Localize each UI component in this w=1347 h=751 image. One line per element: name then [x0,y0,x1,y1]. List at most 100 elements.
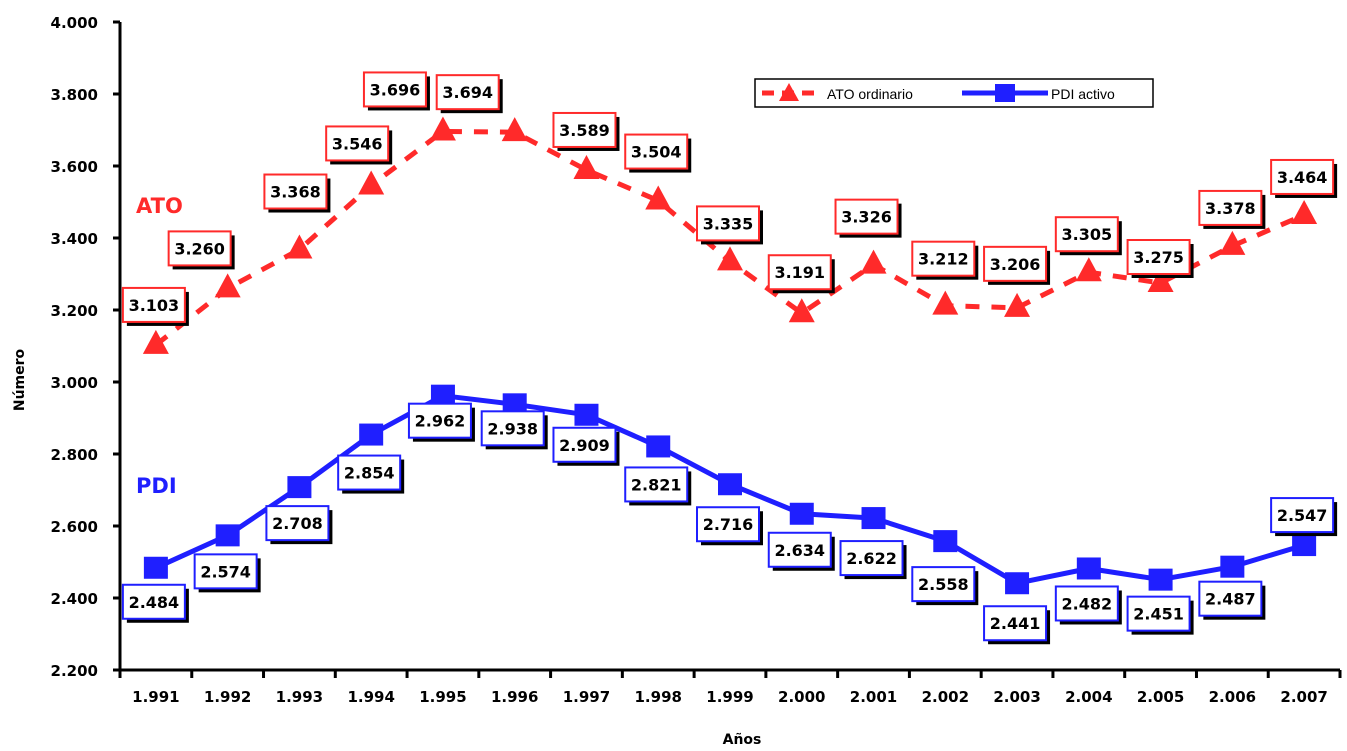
data-label-box: 2.962 [407,402,475,442]
data-label-box: 3.694 [435,74,503,114]
legend-swatch-pdi-marker [995,84,1015,102]
data-label-frame [121,286,186,323]
data-label: 3.260 [174,239,225,258]
x-tick-label: 1.995 [419,688,466,706]
ato-point [214,273,241,298]
ato-point [1291,199,1318,224]
data-label: 2.909 [559,436,610,455]
data-label-box: 3.305 [1054,216,1122,256]
ato-point [1219,230,1246,255]
data-label-frame [696,205,760,242]
y-tick-label: 3.600 [51,158,98,176]
data-label-box: 2.821 [624,466,692,506]
x-tick-label: 1.998 [635,688,682,706]
data-label: 3.305 [1062,225,1113,244]
x-tick-label: 2.007 [1280,688,1327,706]
data-label-box: 2.716 [696,506,763,546]
data-label-box: 3.589 [552,111,620,151]
data-label-frame [1270,497,1335,534]
y-tick-label: 4.000 [51,14,98,32]
legend-frame [754,78,1154,108]
pdi-point [287,476,312,499]
data-label: 2.854 [344,464,395,483]
data-label: 3.103 [129,296,180,315]
data-label: 2.622 [846,549,897,568]
data-label-box: 3.378 [1198,189,1266,229]
data-label-box: 2.938 [480,410,548,450]
pdi-point [143,556,168,579]
data-label: 3.464 [1277,168,1328,187]
data-label: 2.962 [415,412,466,431]
data-label-box: 2.574 [193,553,261,593]
data-label: 2.547 [1277,506,1328,525]
ato-point [1075,257,1102,282]
data-label-box: 3.368 [263,173,331,213]
data-label-frame [767,254,832,291]
y-tick-label: 2.200 [51,662,98,680]
data-label-frame [337,454,402,491]
pdi-point [1005,572,1030,595]
pdi-point [789,502,814,525]
data-label: 3.378 [1205,199,1256,218]
data-label-frame [435,74,500,111]
data-label-frame [1126,239,1191,275]
legend-swatch-ato-marker [779,83,799,101]
data-label: 3.696 [370,80,421,99]
pdi-point [1220,555,1245,578]
y-tick-label: 2.400 [51,590,98,608]
data-label-box: 2.558 [911,566,979,606]
data-label: 2.482 [1062,594,1113,613]
data-label-frame [1126,595,1191,632]
data-label: 2.441 [990,614,1041,633]
ato-point [501,117,528,142]
ato-point [860,249,887,274]
x-tick-label: 1.996 [491,688,538,706]
data-label: 3.206 [990,255,1041,274]
data-label-frame [911,240,976,277]
data-label: 3.275 [1133,248,1184,267]
pdi-point [861,507,886,530]
data-label: 3.191 [774,263,825,282]
pdi-point [430,384,455,407]
y-tick-label: 2.800 [51,446,98,464]
pdi-point [1292,534,1317,557]
data-label: 3.326 [841,208,892,227]
data-label-frame [1270,158,1335,195]
x-tick-label: 2.001 [850,688,897,706]
legend: ATO ordinario PDI activo [754,78,1154,108]
pdi-point [646,435,671,458]
data-label-box: 2.708 [265,505,333,545]
data-label: 3.335 [703,214,754,233]
data-label: 3.504 [631,143,682,162]
series-markers [142,116,1318,595]
data-label-frame [325,125,390,162]
data-label-frame [839,540,904,577]
data-label-frame [193,553,258,590]
x-tick-label: 1.994 [347,688,394,706]
data-label-box: 2.487 [1198,580,1266,620]
data-label-frame [767,531,832,568]
data-label-frame [1198,580,1263,617]
data-label-frame [624,466,689,503]
pdi-point [1148,568,1173,591]
ato-point [286,234,313,259]
ato-point [429,116,456,141]
ato-point [932,290,959,315]
data-label-box: 2.547 [1270,497,1338,537]
data-label-box: 3.335 [696,205,763,245]
ato-point [1004,292,1031,317]
data-label-frame [552,426,617,463]
data-label-frame [265,505,330,542]
data-label-frame [834,198,899,235]
pdi-point [1076,557,1101,580]
x-tick-label: 1.991 [132,688,179,706]
ato-point [573,154,600,179]
data-label-box: 2.441 [983,605,1051,645]
data-label-frame [1198,189,1263,226]
pdi-point [718,473,742,496]
ato-point [1147,268,1174,292]
data-label-box: 3.212 [911,240,979,280]
series-tags: ATO PDI [136,194,183,498]
data-label: 2.451 [1133,605,1184,624]
data-label-frame [1054,585,1119,622]
